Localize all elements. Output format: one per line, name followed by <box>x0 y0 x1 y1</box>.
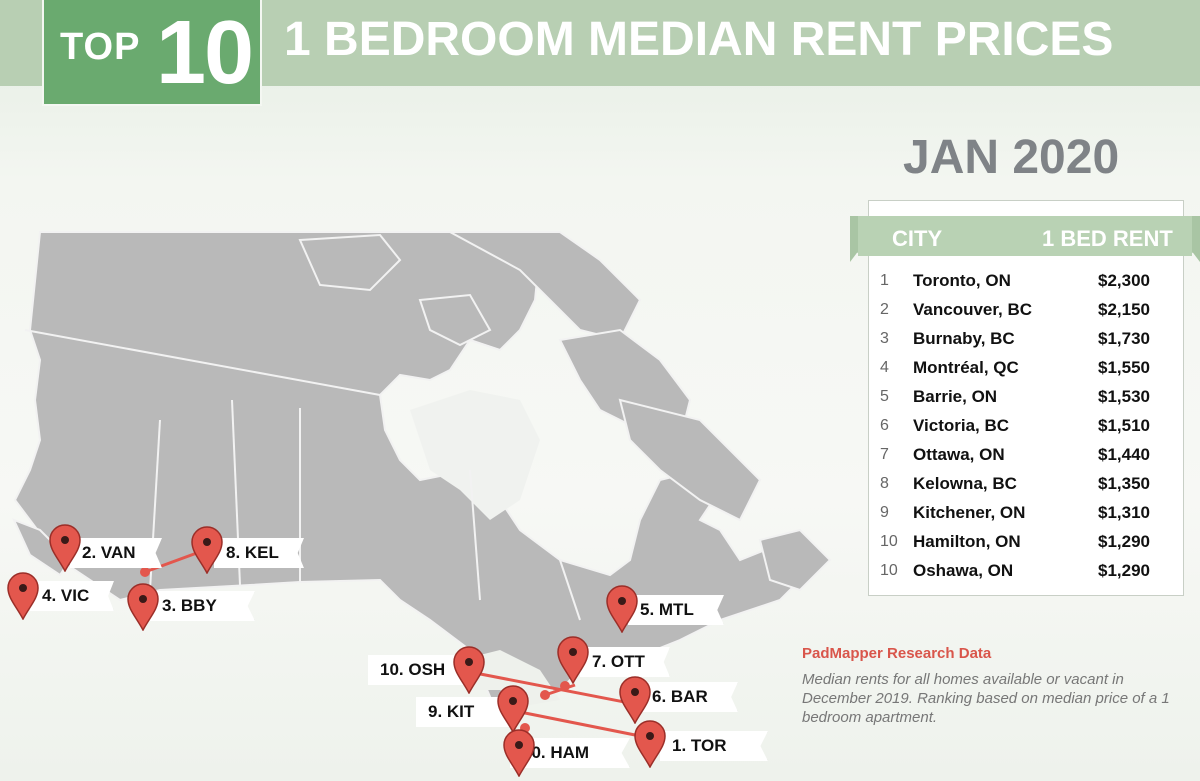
row-rank: 1 <box>880 272 889 289</box>
rent-table <box>868 200 1184 596</box>
row-rank: 7 <box>880 446 889 463</box>
row-city: Kitchener, ON <box>913 503 1026 522</box>
connector-dots <box>140 567 570 733</box>
map-pin-icon <box>127 583 159 631</box>
row-rent: $1,440 <box>1098 445 1150 464</box>
row-city: Burnaby, BC <box>913 329 1015 348</box>
row-rank: 2 <box>880 301 889 318</box>
map-pin-icon <box>619 676 651 724</box>
map-label-bar: 6. BAR <box>640 682 738 712</box>
map-pin-icon <box>49 524 81 572</box>
source-note: Median rents for all homes available or … <box>802 671 1170 726</box>
arctic-island-2 <box>298 233 402 292</box>
table-header-ribbon <box>858 216 1192 256</box>
map-label-tor: 1. TOR <box>660 731 768 761</box>
map-pin-icon <box>606 585 638 633</box>
table-row: 1 Toronto, ON $2,300 <box>880 266 1180 295</box>
table-row: 6 Victoria, BC $1,510 <box>880 411 1180 440</box>
map-label-osh: 10. OSH <box>368 655 468 685</box>
table-row: 4 Montréal, QC $1,550 <box>880 353 1180 382</box>
badge-top-text: TOP <box>60 26 141 68</box>
row-rent: $1,530 <box>1098 387 1150 406</box>
badge-number: 10 <box>156 3 254 103</box>
page-title: 1 BEDROOM MEDIAN RENT PRICES <box>284 13 1114 66</box>
canada-landmass <box>12 231 832 722</box>
map-pin-icon <box>7 572 39 620</box>
row-city: Vancouver, BC <box>913 300 1033 319</box>
row-city: Hamilton, ON <box>913 532 1021 551</box>
table-row: 7 Ottawa, ON $1,440 <box>880 440 1180 469</box>
labrador <box>618 398 762 522</box>
map-pin-icon <box>453 646 485 694</box>
row-rent: $1,290 <box>1098 561 1150 580</box>
hudson-bay <box>410 390 540 520</box>
row-rent: $2,150 <box>1098 300 1150 319</box>
row-rent: $1,310 <box>1098 503 1150 522</box>
source-title: PadMapper Research Data <box>802 645 992 662</box>
row-rank: 3 <box>880 330 889 347</box>
row-rent: $1,550 <box>1098 358 1150 377</box>
row-city: Oshawa, ON <box>913 561 1014 580</box>
row-city: Montréal, QC <box>913 358 1019 377</box>
row-rank: 4 <box>880 359 889 376</box>
row-rank: 10 <box>880 533 898 550</box>
table-row: 3 Burnaby, BC $1,730 <box>880 324 1180 353</box>
map-pin-icon <box>503 729 535 777</box>
row-rent: $1,730 <box>1098 329 1150 348</box>
map-label-mtl: 5. MTL <box>628 595 724 625</box>
table-row: 10 Hamilton, ON $1,290 <box>880 527 1180 556</box>
row-rank: 6 <box>880 417 889 434</box>
row-rent: $2,300 <box>1098 271 1150 290</box>
arctic-island-3 <box>418 293 492 347</box>
table-row: 8 Kelowna, BC $1,350 <box>880 469 1180 498</box>
map-label-vic: 4. VIC <box>30 581 114 611</box>
report-date: JAN 2020 <box>903 131 1120 184</box>
great-lakes <box>460 650 560 705</box>
row-city: Kelowna, BC <box>913 474 1017 493</box>
map-label-bby: 3. BBY <box>150 591 255 621</box>
top10-badge: TOP 10 <box>42 0 262 106</box>
map-pin-icon <box>191 526 223 574</box>
row-rank: 8 <box>880 475 889 492</box>
row-city: Toronto, ON <box>913 271 1011 290</box>
map-pin-icon <box>497 685 529 733</box>
column-header-rent: 1 BED RENT <box>1042 226 1173 251</box>
row-rent: $1,510 <box>1098 416 1150 435</box>
table-row: 2 Vancouver, BC $2,150 <box>880 295 1180 324</box>
table-row: 10 Oshawa, ON $1,290 <box>880 556 1180 585</box>
table-row: 9 Kitchener, ON $1,310 <box>880 498 1180 527</box>
map-pin-icon <box>634 720 666 768</box>
map-label-van: 2. VAN <box>70 538 162 568</box>
row-rent: $1,350 <box>1098 474 1150 493</box>
table-row: 5 Barrie, ON $1,530 <box>880 382 1180 411</box>
newfoundland <box>758 528 832 592</box>
column-header-city: CITY <box>892 226 943 251</box>
row-rank: 9 <box>880 504 889 521</box>
row-city: Ottawa, ON <box>913 445 1005 464</box>
row-rank: 10 <box>880 562 898 579</box>
row-rank: 5 <box>880 388 889 405</box>
map-label-kel: 8. KEL <box>214 538 304 568</box>
map-label-kit: 9. KIT <box>416 697 512 727</box>
map-label-ott: 7. OTT <box>580 647 670 677</box>
row-rent: $1,290 <box>1098 532 1150 551</box>
row-city: Victoria, BC <box>913 416 1010 435</box>
map-pin-icon <box>557 636 589 684</box>
row-city: Barrie, ON <box>913 387 998 406</box>
